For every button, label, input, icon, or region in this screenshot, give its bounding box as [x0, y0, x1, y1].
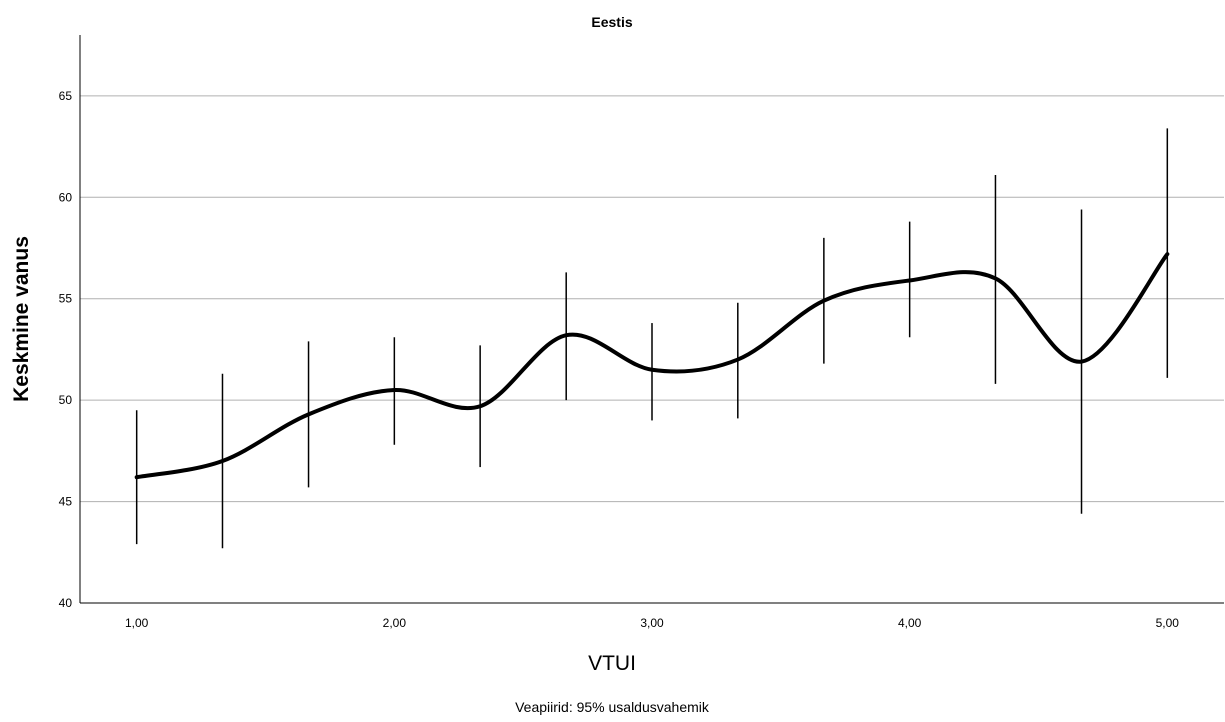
x-tick-label: 2,00	[383, 616, 407, 630]
error-bars	[135, 128, 1169, 549]
x-axis-title: VTUI	[588, 652, 636, 675]
y-tick-label: 40	[59, 596, 73, 610]
y-tick-label: 55	[59, 292, 73, 306]
gridlines	[80, 95, 1224, 503]
x-tick-label: 4,00	[898, 616, 922, 630]
y-tick-label: 60	[59, 190, 73, 204]
chart-title: Eestis	[591, 14, 632, 30]
series-line	[134, 252, 1170, 480]
y-tick-label: 65	[59, 89, 73, 103]
x-tick-label: 5,00	[1156, 616, 1180, 630]
y-axis-title: Keskmine vanus	[10, 236, 33, 402]
y-tick-label: 45	[59, 495, 73, 509]
y-tick-label: 50	[59, 393, 73, 407]
x-tick-label: 1,00	[125, 616, 149, 630]
axes	[79, 35, 1224, 604]
chart-footnote: Veapiirid: 95% usaldusvahemik	[515, 699, 710, 715]
x-tick-label: 3,00	[640, 616, 664, 630]
series-lines	[134, 252, 1170, 480]
tick-labels: 40 45 50 55 60 65 1,00 2,00 3,00 4,00 5,00	[59, 89, 1180, 630]
